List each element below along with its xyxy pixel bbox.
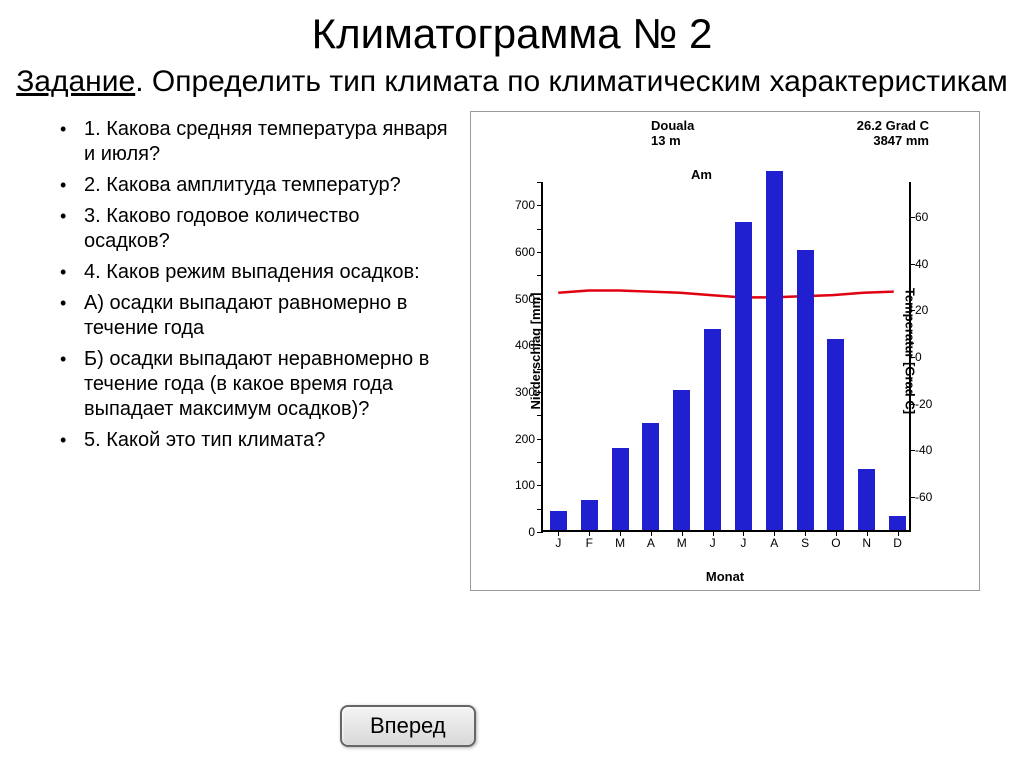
- bullet-icon: •: [60, 291, 84, 315]
- bullet-icon: •: [60, 260, 84, 284]
- y-value-right: 40: [915, 257, 943, 271]
- y-tick-left: [537, 299, 543, 300]
- bullet-icon: •: [60, 347, 84, 371]
- forward-button[interactable]: Вперед: [340, 705, 476, 747]
- y-tick-left: [537, 229, 543, 230]
- month-label: J: [548, 536, 568, 550]
- y-tick-left: [537, 252, 543, 253]
- precip-bar: [797, 250, 814, 530]
- question-text: Б) осадки выпадают неравномерно в течени…: [84, 347, 450, 422]
- y-tick-left: [537, 509, 543, 510]
- precip-bar: [704, 329, 721, 530]
- chart-header-right: 26.2 Grad C 3847 mm: [857, 118, 929, 148]
- y-value-left: 400: [503, 338, 535, 352]
- precip-bar: [673, 390, 690, 530]
- question-item: •1. Какова средняя температура января и …: [60, 117, 450, 167]
- questions-list: •1. Какова средняя температура января и …: [60, 111, 450, 591]
- month-label: N: [857, 536, 877, 550]
- climatogram-chart: Douala 13 m 26.2 Grad C 3847 mm Am Niede…: [470, 111, 980, 591]
- precip-bar: [858, 469, 875, 530]
- plot-area: 0100200300400500600700-60-40-200204060JF…: [541, 182, 911, 532]
- bullet-icon: •: [60, 173, 84, 197]
- month-label: J: [703, 536, 723, 550]
- month-label: F: [579, 536, 599, 550]
- location-name: Douala: [651, 118, 694, 133]
- precip-bar: [550, 511, 567, 530]
- y-tick-left: [537, 369, 543, 370]
- y-tick-left: [537, 485, 543, 486]
- question-item: •4. Каков режим выпадения осадков:: [60, 260, 450, 285]
- month-label: A: [641, 536, 661, 550]
- y-value-right: -20: [915, 397, 943, 411]
- bullet-icon: •: [60, 204, 84, 228]
- y-value-left: 700: [503, 198, 535, 212]
- month-label: A: [764, 536, 784, 550]
- y-value-left: 100: [503, 478, 535, 492]
- y-value-left: 500: [503, 292, 535, 306]
- month-label: O: [826, 536, 846, 550]
- y-tick-left: [537, 182, 543, 183]
- subtitle-rest: . Определить тип климата по климатически…: [135, 65, 1008, 98]
- question-text: 5. Какой это тип климата?: [84, 428, 325, 453]
- y-tick-left: [537, 275, 543, 276]
- question-text: 3. Каково годовое количество осадков?: [84, 204, 450, 254]
- precip-bar: [766, 171, 783, 530]
- elevation: 13 m: [651, 133, 694, 148]
- y-value-right: 60: [915, 210, 943, 224]
- bullet-icon: •: [60, 117, 84, 141]
- bullet-icon: •: [60, 428, 84, 452]
- subtitle-label: Задание: [16, 65, 135, 98]
- page-subtitle: Задание. Определить тип климата по клима…: [0, 62, 1024, 101]
- y-value-right: 20: [915, 303, 943, 317]
- question-item: •Б) осадки выпадают неравномерно в течен…: [60, 347, 450, 422]
- y-tick-left: [537, 532, 543, 533]
- page-title: Климатограмма № 2: [0, 10, 1024, 58]
- question-text: А) осадки выпадают равномерно в течение …: [84, 291, 450, 341]
- y-value-left: 300: [503, 385, 535, 399]
- month-label: M: [672, 536, 692, 550]
- climate-code: Am: [691, 167, 712, 182]
- y-value-left: 600: [503, 245, 535, 259]
- y-value-right: 0: [915, 350, 943, 364]
- y-tick-left: [537, 205, 543, 206]
- question-text: 1. Какова средняя температура января и и…: [84, 117, 450, 167]
- month-label: D: [888, 536, 908, 550]
- chart-header-left: Douala 13 m: [651, 118, 694, 148]
- question-item: •А) осадки выпадают равномерно в течение…: [60, 291, 450, 341]
- precip-bar: [642, 423, 659, 530]
- temperature-line: [543, 182, 909, 528]
- question-item: •2. Какова амплитуда температур?: [60, 173, 450, 198]
- y-value-right: -40: [915, 443, 943, 457]
- question-text: 2. Какова амплитуда температур?: [84, 173, 401, 198]
- precip-bar: [612, 448, 629, 530]
- question-item: •3. Каково годовое количество осадков?: [60, 204, 450, 254]
- precip-bar: [889, 516, 906, 530]
- y-tick-left: [537, 345, 543, 346]
- precip-bar: [735, 222, 752, 530]
- annual-precip: 3847 mm: [857, 133, 929, 148]
- avg-temp: 26.2 Grad C: [857, 118, 929, 133]
- precip-bar: [581, 500, 598, 530]
- y-tick-left: [537, 392, 543, 393]
- y-tick-left: [537, 322, 543, 323]
- y-value-left: 0: [503, 525, 535, 539]
- x-axis-label: Monat: [706, 569, 744, 584]
- chart-panel: Douala 13 m 26.2 Grad C 3847 mm Am Niede…: [450, 111, 994, 591]
- y-value-left: 200: [503, 432, 535, 446]
- month-label: J: [733, 536, 753, 550]
- month-label: S: [795, 536, 815, 550]
- y-tick-left: [537, 415, 543, 416]
- question-item: •5. Какой это тип климата?: [60, 428, 450, 453]
- y-tick-left: [537, 462, 543, 463]
- question-text: 4. Каков режим выпадения осадков:: [84, 260, 420, 285]
- precip-bar: [827, 339, 844, 530]
- month-label: M: [610, 536, 630, 550]
- y-value-right: -60: [915, 490, 943, 504]
- content-row: •1. Какова средняя температура января и …: [0, 101, 1024, 591]
- y-tick-left: [537, 439, 543, 440]
